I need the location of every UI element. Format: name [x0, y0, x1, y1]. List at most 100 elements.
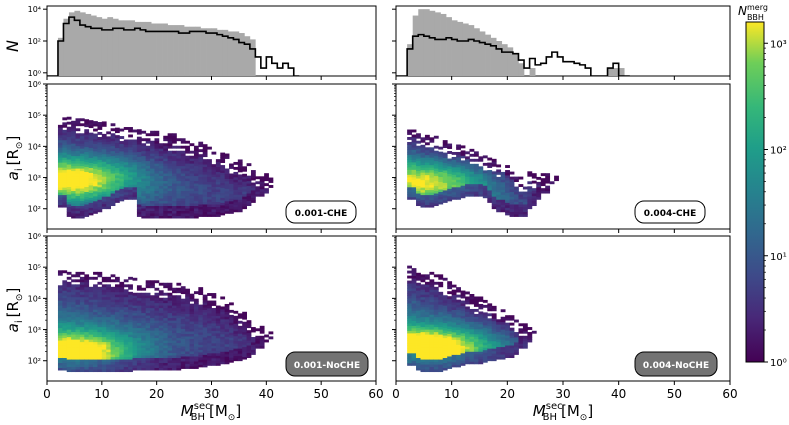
- density-cell: [229, 337, 234, 341]
- density-cell: [176, 180, 182, 184]
- density-cell: [93, 143, 98, 147]
- density-cell: [220, 172, 226, 176]
- density-cell: [460, 195, 466, 199]
- density-cell: [84, 281, 90, 285]
- density-cell: [101, 279, 107, 283]
- density-cell: [473, 321, 479, 325]
- hist-bar: [206, 28, 212, 76]
- density-cell: [71, 356, 76, 360]
- density-cell: [110, 183, 116, 187]
- density-cell: [128, 284, 133, 288]
- density-cell: [215, 201, 221, 205]
- density-cell: [185, 175, 190, 179]
- density-cell: [420, 304, 426, 308]
- density-cell: [93, 133, 98, 137]
- density-cell: [456, 169, 461, 173]
- density-cell: [172, 312, 177, 316]
- density-cell: [237, 206, 243, 210]
- density-cell: [211, 186, 217, 190]
- density-cell: [141, 203, 147, 207]
- density-cell: [176, 153, 182, 157]
- density-cell: [407, 342, 412, 346]
- density-cell: [202, 359, 208, 363]
- density-cell: [242, 183, 247, 187]
- density-cell: [158, 180, 164, 184]
- density-cell: [509, 337, 515, 341]
- density-cell: [509, 327, 515, 331]
- density-cell: [250, 187, 256, 191]
- density-cell: [136, 194, 142, 197]
- density-cell: [79, 143, 85, 147]
- density-cell: [496, 201, 502, 205]
- density-cell: [505, 330, 510, 334]
- density-cell: [424, 326, 430, 330]
- hist-bar: [496, 41, 503, 76]
- density-cell: [215, 310, 221, 314]
- density-cell: [176, 155, 182, 159]
- density-cell: [447, 343, 453, 347]
- density-cell: [75, 314, 81, 318]
- density-cell: [460, 165, 466, 169]
- density-cell: [433, 195, 439, 199]
- density-cell: [71, 195, 76, 199]
- density-cell: [509, 317, 515, 321]
- density-cell: [88, 311, 94, 315]
- density-cell: [202, 332, 208, 335]
- density-cell: [500, 329, 506, 333]
- density-cell: [451, 334, 457, 338]
- density-cell: [518, 330, 524, 334]
- density-cell: [438, 159, 444, 163]
- density-cell: [465, 173, 470, 177]
- density-cell: [57, 132, 63, 136]
- density-cell: [180, 160, 186, 164]
- hist-bar: [238, 33, 245, 76]
- density-cell: [84, 139, 90, 143]
- density-cell: [141, 153, 147, 157]
- density-cell: [71, 341, 76, 345]
- density-cell: [128, 301, 133, 305]
- density-cell: [242, 356, 247, 360]
- density-cell: [119, 291, 125, 295]
- density-cell: [167, 185, 173, 189]
- density-cell: [114, 192, 120, 196]
- density-cell: [237, 196, 243, 200]
- density-cell: [62, 287, 68, 291]
- density-cell: [500, 316, 506, 320]
- density-cell: [189, 208, 195, 212]
- density-cell: [150, 320, 155, 324]
- density-cell: [407, 265, 412, 269]
- density-cell: [88, 344, 94, 348]
- density-cell: [531, 195, 537, 199]
- density-cell: [202, 347, 208, 350]
- density-cell: [429, 179, 435, 183]
- density-cell: [438, 164, 444, 168]
- density-cell: [110, 291, 116, 295]
- density-cell: [411, 161, 417, 165]
- density-cell: [114, 289, 120, 293]
- density-cell: [451, 164, 457, 168]
- density-cell: [202, 206, 208, 210]
- density-cell: [180, 140, 186, 144]
- density-cell: [163, 170, 169, 174]
- density-cell: [93, 321, 98, 325]
- density-cell: [110, 356, 116, 360]
- density-cell: [505, 317, 510, 321]
- density-cell: [482, 347, 488, 351]
- density-cell: [106, 366, 112, 370]
- density-cell: [411, 310, 417, 314]
- map-ylabel-unit-end: ]: [4, 136, 22, 142]
- density-cell: [465, 186, 470, 190]
- density-cell: [75, 123, 81, 127]
- density-cell: [207, 350, 212, 354]
- density-cell: [93, 158, 98, 162]
- density-cell: [66, 349, 72, 353]
- density-cell: [180, 163, 186, 167]
- density-cell: [180, 351, 186, 354]
- density-cell: [429, 314, 435, 318]
- density-cell: [460, 345, 466, 349]
- hist-y-tick-label: 10⁰: [28, 69, 41, 78]
- density-cell: [473, 183, 479, 187]
- density-cell: [62, 157, 68, 161]
- density-cell: [106, 341, 112, 345]
